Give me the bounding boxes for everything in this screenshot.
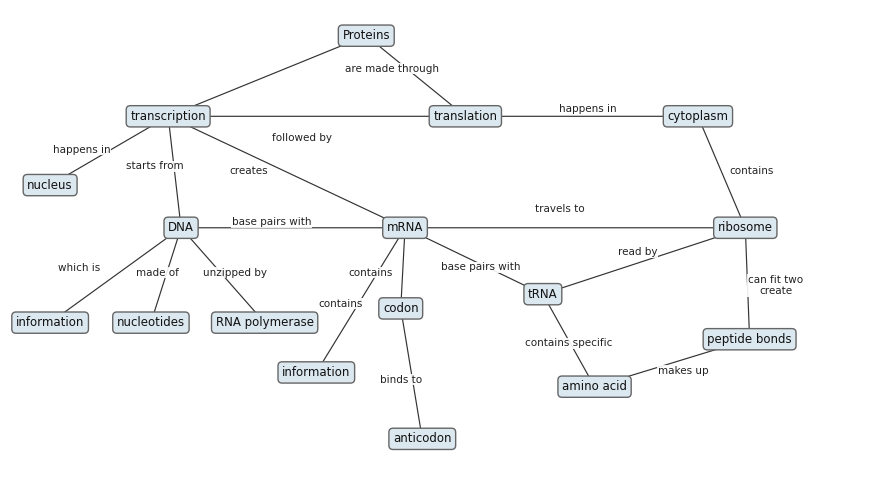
Text: translation: translation (433, 110, 497, 123)
Text: nucleotides: nucleotides (117, 316, 184, 329)
Text: contains specific: contains specific (524, 338, 612, 348)
Text: base pairs with: base pairs with (441, 262, 520, 272)
Text: amino acid: amino acid (561, 380, 626, 393)
Text: peptide bonds: peptide bonds (707, 333, 791, 346)
Text: transcription: transcription (130, 110, 205, 123)
Text: can fit two
create: can fit two create (747, 275, 802, 296)
Text: RNA polymerase: RNA polymerase (215, 316, 313, 329)
Text: codon: codon (383, 302, 418, 315)
Text: anticodon: anticodon (392, 432, 451, 445)
Text: base pairs with: base pairs with (232, 217, 311, 227)
Text: ribosome: ribosome (717, 221, 772, 234)
Text: tRNA: tRNA (528, 287, 557, 301)
Text: happens in: happens in (558, 104, 615, 114)
Text: happens in: happens in (54, 145, 111, 154)
Text: which is: which is (58, 263, 100, 273)
Text: made of: made of (136, 268, 179, 278)
Text: cytoplasm: cytoplasm (666, 110, 728, 123)
Text: nucleus: nucleus (27, 179, 73, 192)
Text: binds to: binds to (379, 375, 421, 385)
Text: contains: contains (318, 299, 363, 309)
Text: makes up: makes up (658, 366, 708, 376)
Text: DNA: DNA (168, 221, 194, 234)
Text: travels to: travels to (535, 204, 584, 214)
Text: information: information (282, 366, 350, 379)
Text: mRNA: mRNA (386, 221, 422, 234)
Text: are made through: are made through (345, 64, 439, 74)
Text: contains: contains (348, 268, 392, 278)
Text: followed by: followed by (271, 133, 331, 143)
Text: information: information (16, 316, 84, 329)
Text: unzipped by: unzipped by (203, 268, 267, 278)
Text: creates: creates (228, 166, 267, 176)
Text: Proteins: Proteins (342, 29, 390, 42)
Text: contains: contains (729, 166, 773, 176)
Text: read by: read by (617, 247, 657, 257)
Text: starts from: starts from (126, 161, 184, 171)
